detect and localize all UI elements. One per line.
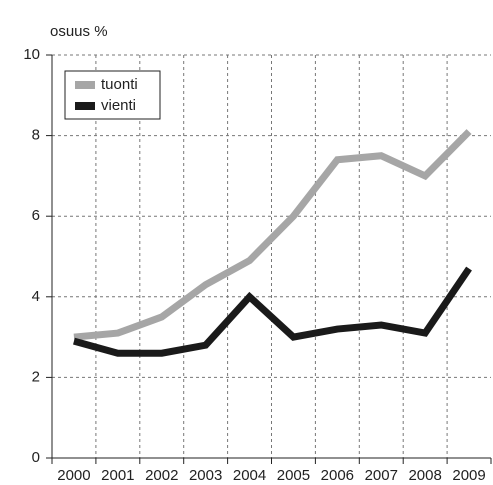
y-tick-label: 10	[23, 46, 40, 63]
series-line	[73, 266, 472, 357]
legend-label: tuonti	[101, 76, 138, 93]
legend-label: vienti	[101, 97, 136, 114]
y-axis-label: osuus %	[50, 23, 108, 40]
y-tick-label: 8	[32, 127, 40, 144]
x-tick-label: 2000	[57, 467, 90, 484]
y-tick-label: 0	[32, 449, 40, 466]
x-tick-label: 2006	[321, 467, 354, 484]
legend-box	[64, 70, 161, 120]
series-line	[73, 129, 472, 341]
x-tick-label: 2008	[408, 467, 441, 484]
y-tick-label: 4	[32, 288, 40, 305]
x-tick-label: 2007	[365, 467, 398, 484]
x-tick-label: 2003	[189, 467, 222, 484]
x-tick-label: 2009	[452, 467, 485, 484]
x-tick-label: 2002	[145, 467, 178, 484]
y-tick-label: 6	[32, 207, 40, 224]
x-tick-label: 2001	[101, 467, 134, 484]
x-tick-label: 2004	[233, 467, 266, 484]
x-tick-label: 2005	[277, 467, 310, 484]
y-tick-label: 2	[32, 368, 40, 385]
